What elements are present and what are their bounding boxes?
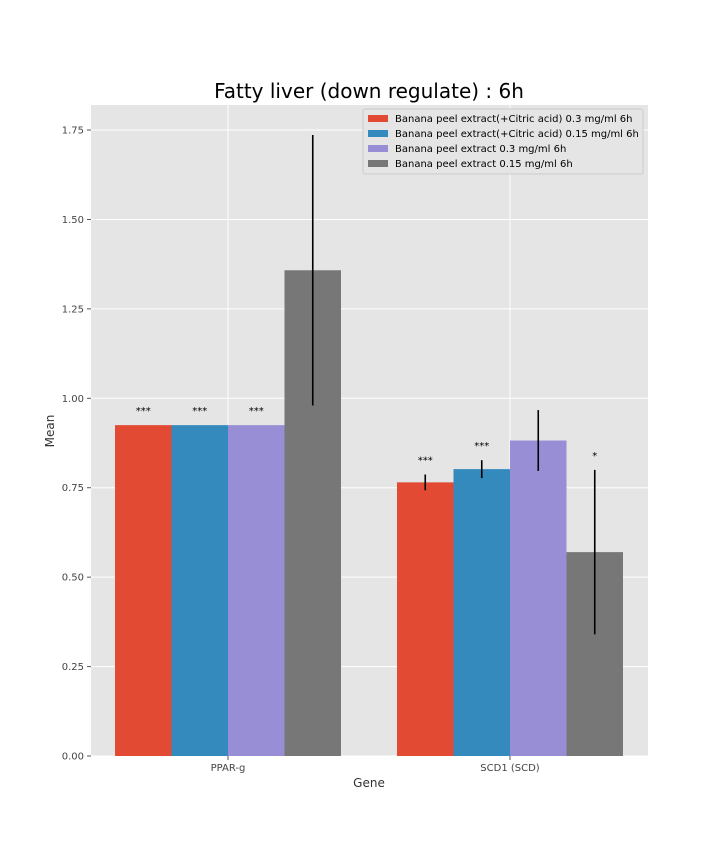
legend-swatch	[368, 145, 388, 152]
y-tick-label: 1.75	[62, 126, 84, 137]
significance-labels: ****************	[136, 406, 598, 466]
x-tick-label: PPAR-g	[211, 763, 246, 774]
x-axis-ticks: PPAR-g SCD1 (SCD)	[211, 756, 540, 774]
y-tick-label: 0.25	[62, 662, 84, 673]
legend-swatch	[368, 130, 388, 137]
legend-entry: Banana peel extract(+Citric acid) 0.3 mg…	[395, 114, 632, 125]
legend-entry: Banana peel extract 0.3 mg/ml 6h	[395, 144, 566, 155]
significance-label: ***	[418, 455, 433, 466]
legend-swatch	[368, 160, 388, 167]
bar	[397, 482, 454, 756]
chart-title: Fatty liver (down regulate) : 6h	[214, 79, 524, 103]
x-tick-label: SCD1 (SCD)	[480, 763, 540, 774]
significance-label: ***	[474, 441, 489, 452]
significance-label: ***	[249, 406, 264, 417]
legend-swatch	[368, 115, 388, 122]
y-axis-label: Mean	[43, 415, 57, 448]
bar	[171, 425, 228, 756]
legend-box	[362, 108, 644, 175]
significance-label: ***	[192, 406, 207, 417]
y-tick-label: 1.25	[62, 304, 84, 315]
x-axis-label: Gene	[353, 776, 385, 790]
bar	[453, 469, 510, 756]
legend-entry: Banana peel extract 0.15 mg/ml 6h	[395, 159, 573, 170]
bars	[115, 270, 623, 756]
bar	[228, 425, 285, 756]
y-tick-label: 1.00	[62, 394, 84, 405]
y-tick-label: 0.50	[62, 573, 84, 584]
y-tick-label: 1.50	[62, 215, 84, 226]
y-tick-label: 0.75	[62, 483, 84, 494]
legend-entry: Banana peel extract(+Citric acid) 0.15 m…	[395, 129, 639, 140]
y-tick-label: 0.00	[62, 752, 84, 763]
bar	[115, 425, 172, 756]
error-bars	[311, 135, 596, 635]
legend: Banana peel extract(+Citric acid) 0.3 mg…	[362, 108, 644, 175]
y-axis-ticks: 0.00 0.25 0.50 0.75 1.00 1.25 1.50 1.75	[62, 126, 91, 763]
bar	[510, 440, 567, 756]
significance-label: ***	[136, 406, 151, 417]
significance-label: *	[592, 451, 597, 462]
